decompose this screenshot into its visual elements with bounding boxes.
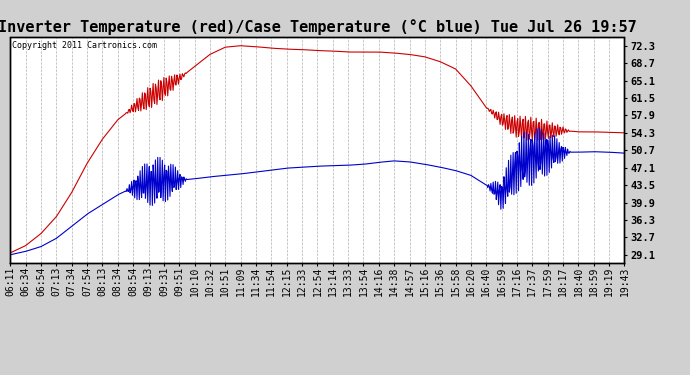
Title: Inverter Temperature (red)/Case Temperature (°C blue) Tue Jul 26 19:57: Inverter Temperature (red)/Case Temperat… xyxy=(0,19,637,35)
Text: Copyright 2011 Cartronics.com: Copyright 2011 Cartronics.com xyxy=(12,41,157,50)
